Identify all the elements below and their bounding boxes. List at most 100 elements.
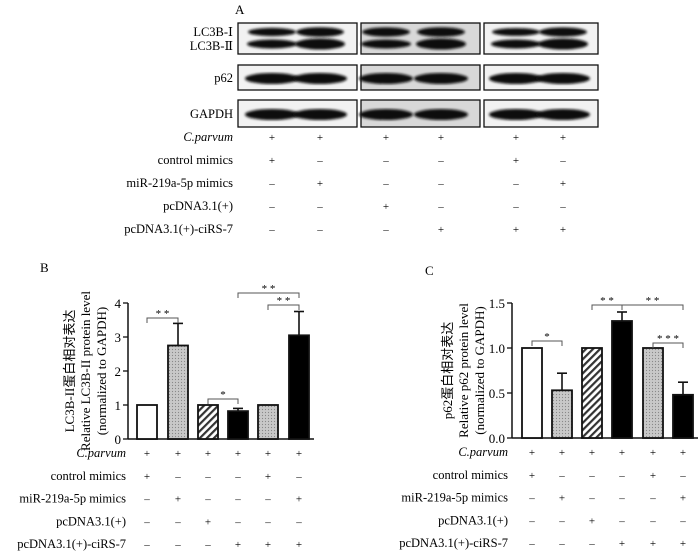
chart-condition-mark: + (296, 448, 302, 460)
chart-condition-mark: + (680, 493, 686, 505)
blot-band (414, 73, 468, 84)
chart-condition-mark: + (589, 447, 595, 459)
significance-label: * * (646, 295, 660, 307)
panel-a-condition-mark: + (438, 224, 444, 236)
chart-condition-mark: + (265, 448, 271, 460)
panel-a-condition-mark: – (382, 178, 389, 190)
bar (227, 410, 249, 440)
chart-condition-mark: + (680, 447, 686, 459)
band-lc3b-ii (361, 39, 411, 49)
bar (642, 347, 664, 439)
y-axis-label: Relative LC3B-II protein level (78, 291, 93, 451)
band-lc3b-i (248, 27, 296, 37)
panel-a-condition-mark: – (268, 224, 275, 236)
chart-condition-label: control mimics (51, 469, 126, 483)
bar (257, 404, 279, 440)
chart-condition-mark: + (650, 447, 656, 459)
chart-condition-mark: – (558, 515, 565, 527)
chart-condition-mark: – (618, 493, 625, 505)
blot-band (414, 109, 468, 120)
y-tick-label: 4 (115, 296, 122, 311)
chart-condition-mark: – (143, 539, 150, 551)
panel-a-condition-mark: + (317, 132, 323, 144)
chart-condition-mark: – (264, 516, 271, 528)
significance-bracket (531, 340, 563, 346)
y-tick-label: 0 (115, 432, 122, 447)
chart-condition-mark: – (588, 470, 595, 482)
panel-a-condition-mark: + (513, 132, 519, 144)
y-tick-label: 1.0 (489, 341, 505, 356)
bar (581, 347, 603, 439)
panel-a-condition-mark: + (438, 132, 444, 144)
chart-condition-mark: + (265, 539, 271, 551)
chart-condition-mark: – (174, 539, 181, 551)
panel-a-condition-mark: – (437, 201, 444, 213)
chart-condition-mark: – (295, 516, 302, 528)
chart-condition-label: pcDNA3.1(+) (438, 513, 508, 527)
blot-band (536, 109, 590, 120)
y-axis-label: (normalized to GAPDH) (94, 307, 109, 436)
y-axis-label: p62蛋白相对表达 (440, 322, 455, 420)
y-axis-label: LC3B-II蛋白相对表达 (62, 310, 77, 433)
chart-condition-mark: + (529, 470, 535, 482)
chart-condition-mark: – (204, 539, 211, 551)
chart-condition-mark: – (649, 493, 656, 505)
panel-a-condition-mark: – (316, 155, 323, 167)
panel-a-condition-mark: – (316, 201, 323, 213)
chart-condition-mark: + (529, 447, 535, 459)
panel-a-condition-mark: + (317, 178, 323, 190)
y-tick-label: 0.0 (489, 431, 505, 446)
panel-label: C (425, 263, 434, 278)
band-lc3b-i (362, 27, 410, 37)
chart-condition-mark: + (144, 471, 150, 483)
panel-a-condition-mark: + (513, 155, 519, 167)
blot-band (538, 27, 588, 50)
chart-condition-mark: + (144, 448, 150, 460)
chart-condition-mark: – (679, 515, 686, 527)
chart-condition-mark: – (264, 494, 271, 506)
panel-a-label: A (235, 2, 245, 17)
chart-condition-mark: + (296, 494, 302, 506)
blot-band (489, 73, 543, 84)
bar (551, 389, 573, 439)
chart-condition-mark: – (174, 471, 181, 483)
band-lc3b-ii (295, 38, 345, 50)
panel-a-condition-mark: – (437, 155, 444, 167)
chart-condition-label: control mimics (433, 468, 508, 482)
blot-label-p62: p62 (214, 71, 233, 85)
significance-bracket (207, 398, 239, 404)
blot-band (359, 109, 413, 120)
chart-condition-mark: – (649, 515, 656, 527)
chart-condition-label: miR-219a-5p mimics (19, 492, 126, 506)
significance-label: * * (277, 295, 291, 307)
significance-label: * (220, 389, 226, 401)
bar (288, 334, 310, 440)
panel-b-chart: B LC3B-II蛋白相对表达 Relative LC3B-II protein l… (17, 260, 314, 551)
chart-condition-mark: – (618, 515, 625, 527)
panel-a-condition-label: pcDNA3.1(+) (163, 199, 233, 213)
chart-condition-mark: – (143, 516, 150, 528)
significance-label: * (544, 331, 550, 343)
panel-a-condition-mark: – (512, 201, 519, 213)
chart-condition-mark: + (559, 447, 565, 459)
chart-condition-label: C.parvum (458, 445, 508, 459)
chart-condition-mark: + (205, 516, 211, 528)
panel-a-condition-mark: + (383, 132, 389, 144)
panel-a-condition-mark: + (560, 178, 566, 190)
blot-band (293, 109, 347, 120)
bar (167, 344, 189, 440)
significance-bracket (621, 304, 684, 310)
chart-condition-mark: – (528, 515, 535, 527)
bar (521, 347, 543, 439)
chart-condition-mark: + (650, 470, 656, 482)
band-gapdh (359, 109, 413, 120)
y-tick-label: 0.5 (489, 386, 505, 401)
chart-condition-mark: – (558, 538, 565, 550)
y-tick-label: 2 (115, 364, 122, 379)
band-lc3b-i (539, 27, 587, 37)
blot-label-lc3b-i: LC3B-Ⅰ (193, 25, 233, 39)
chart-condition-mark: + (175, 494, 181, 506)
panel-a-condition-mark: + (269, 132, 275, 144)
blot-band (293, 73, 347, 84)
chart-condition-mark: + (235, 539, 241, 551)
